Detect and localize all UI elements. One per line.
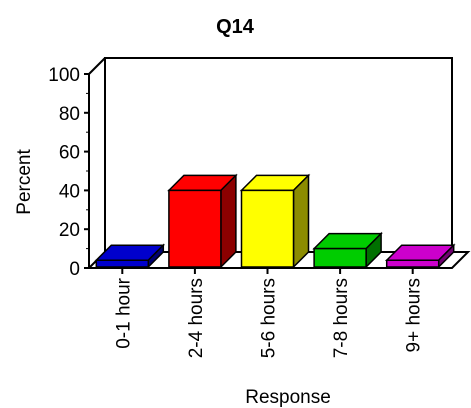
bar [94,243,166,269]
bar [384,243,456,269]
x-tick-label: 5-6 hours [259,278,280,358]
bar [239,173,311,269]
bar-front [313,247,367,268]
bar [167,173,238,269]
y-tick-label: 20 [59,220,80,241]
x-tick-label: 2-4 hours [186,278,207,358]
bar-front [385,259,440,268]
y-tick-label: 80 [59,104,80,125]
x-axis-title: Response [245,387,331,408]
x-tick-label: 0-1 hour [113,277,134,348]
bars [94,173,456,269]
x-axis: 0-1 hour 2-4 hours 5-6 hours 7-8 hours 9+ ho… [113,268,425,358]
y-tick-label: 40 [59,181,80,202]
bar-side [220,173,237,269]
back-wall [104,57,453,252]
side-wall-top-edge [88,57,106,75]
y-tick-label: 100 [48,65,80,86]
y-axis: 0 20 40 60 80 100 [48,65,89,280]
y-axis-title: Percent [14,149,35,215]
x-tick-label: 9+ hours [404,278,425,352]
bar-side [292,173,310,269]
bar [312,231,383,269]
y-tick-label: 0 [69,259,80,280]
bar-front [168,189,222,268]
bar-front [95,259,150,268]
chart-title: Q14 [216,16,255,38]
bar-front [240,189,295,268]
y-tick-label: 60 [59,143,80,164]
x-tick-label: 7-8 hours [331,278,352,358]
